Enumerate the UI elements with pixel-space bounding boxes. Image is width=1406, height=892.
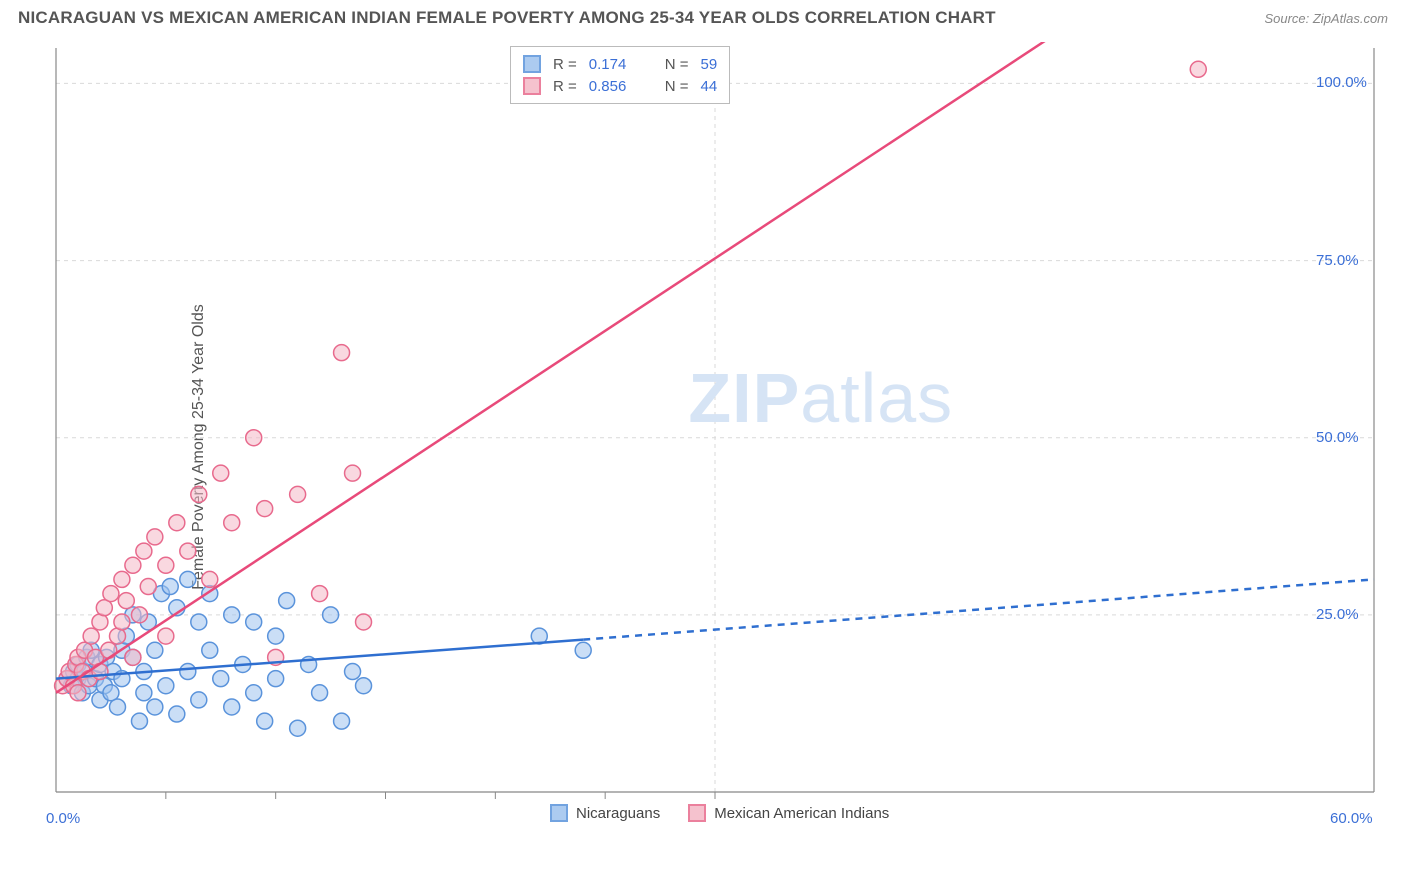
axis-tick-label: 100.0% [1316, 74, 1367, 91]
series-legend-item: Mexican American Indians [688, 802, 889, 824]
legend-row: R =0.174N =59 [523, 53, 717, 75]
axis-tick-label: 75.0% [1316, 252, 1359, 269]
axis-tick-label: 60.0% [1330, 810, 1373, 827]
legend-swatch [523, 55, 541, 73]
axis-tick-label: 25.0% [1316, 606, 1359, 623]
axis-tick-label: 0.0% [46, 810, 80, 827]
series-legend-item: Nicaraguans [550, 802, 660, 824]
chart-area: Female Poverty Among 25-34 Year Olds ZIP… [50, 42, 1390, 852]
series-legend: Nicaraguans Mexican American Indians [550, 802, 889, 824]
correlation-legend: R =0.174N =59R =0.856N =44 [510, 46, 730, 104]
source-label: Source: ZipAtlas.com [1264, 11, 1388, 26]
legend-swatch [688, 804, 706, 822]
chart-title: NICARAGUAN VS MEXICAN AMERICAN INDIAN FE… [18, 8, 996, 28]
legend-swatch [523, 77, 541, 95]
series-name: Nicaraguans [576, 805, 660, 822]
legend-row: R =0.856N =44 [523, 75, 717, 97]
series-name: Mexican American Indians [714, 805, 889, 822]
axis-tick-label: 50.0% [1316, 429, 1359, 446]
scatter-plot [50, 42, 1380, 832]
legend-swatch [550, 804, 568, 822]
title-bar: NICARAGUAN VS MEXICAN AMERICAN INDIAN FE… [0, 0, 1406, 32]
